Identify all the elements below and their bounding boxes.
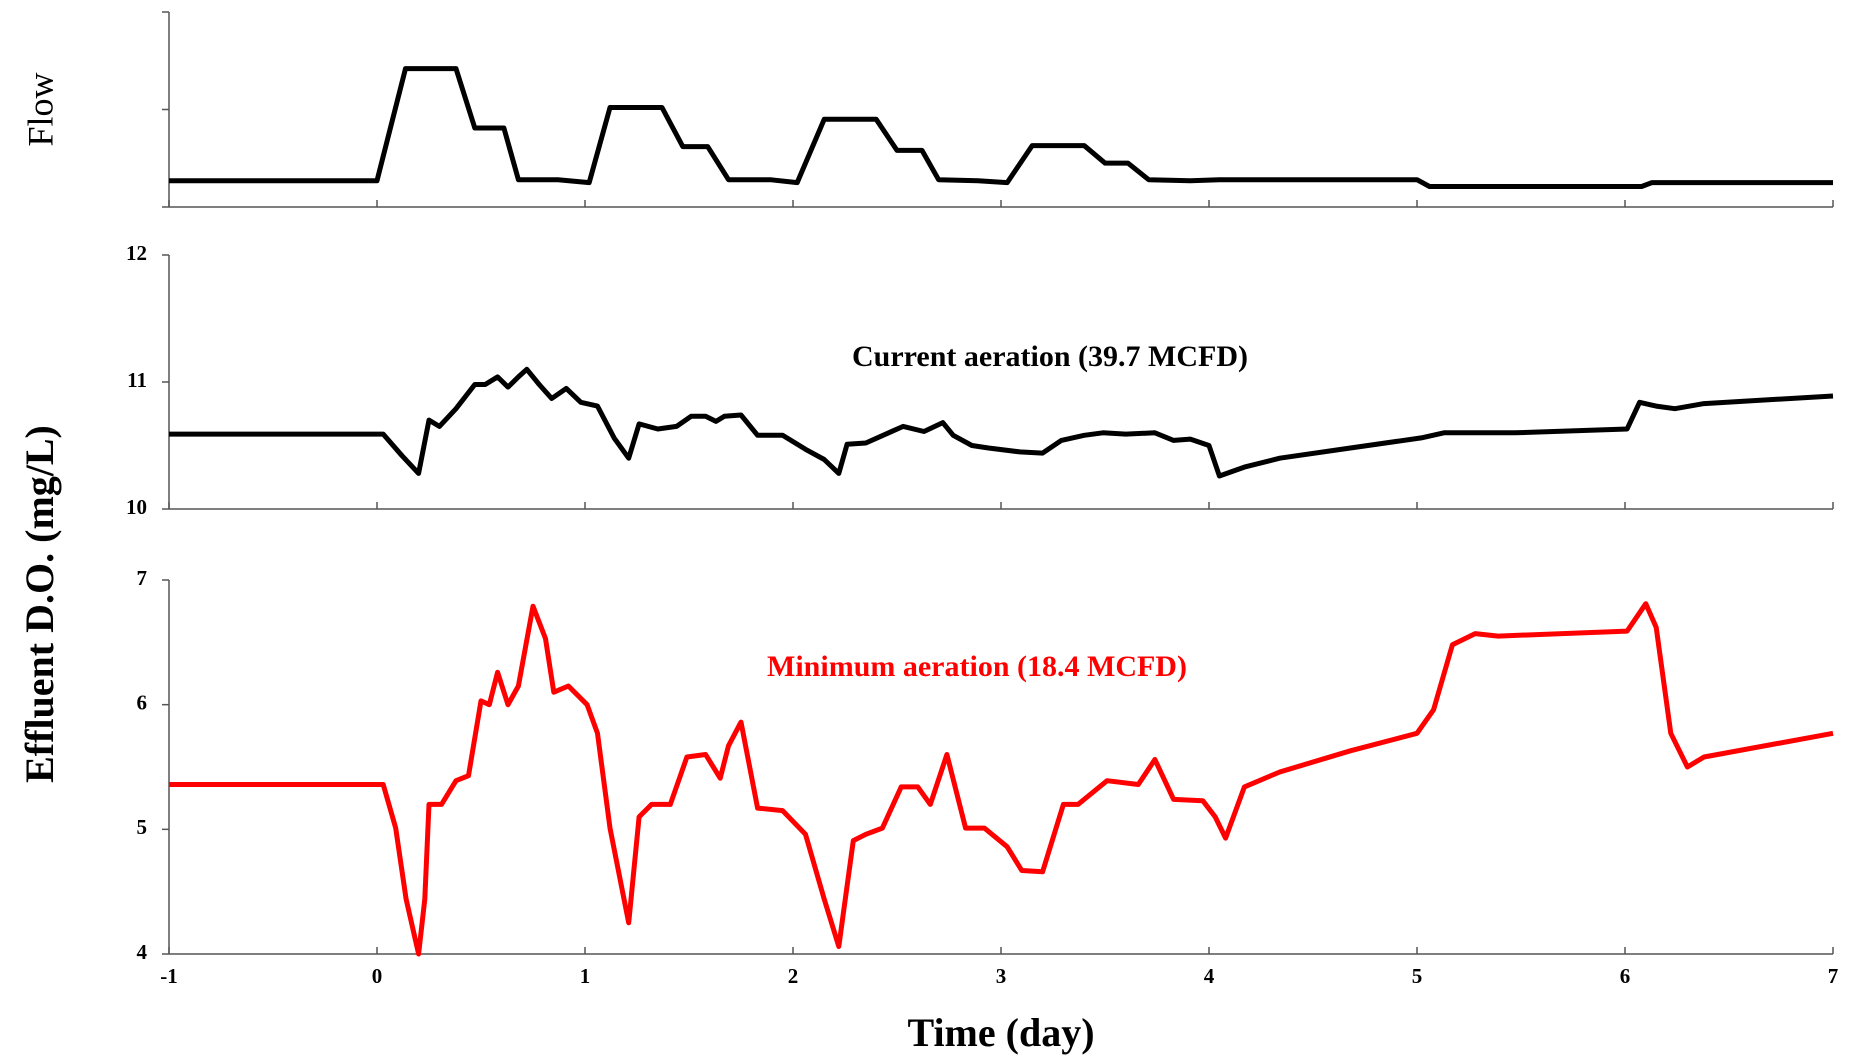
x-label: Time (day): [907, 1010, 1094, 1055]
y-tick-label: 11: [127, 368, 147, 392]
x-tick-label: 3: [996, 964, 1007, 988]
y-tick-label: 10: [126, 495, 147, 519]
annotation: Current aeration (39.7 MCFD): [852, 340, 1248, 373]
y-tick-label: 6: [137, 690, 148, 714]
data-line: [169, 66, 1833, 189]
y-tick-label: 12: [126, 241, 147, 265]
data-line: [169, 366, 1834, 479]
x-tick-label: 0: [372, 964, 383, 988]
y-tick-label: 4: [137, 940, 148, 964]
x-tick-label: 4: [1204, 964, 1215, 988]
annotation: Minimum aeration (18.4 MCFD): [767, 650, 1187, 683]
x-tick-label: 1: [580, 964, 591, 988]
x-tick-label: 7: [1828, 964, 1839, 988]
x-tick-label: 6: [1620, 964, 1631, 988]
x-tick-label: 5: [1412, 964, 1423, 988]
shared-y-label: Effluent D.O. (mg/L): [17, 425, 62, 783]
x-tick-label: -1: [160, 964, 178, 988]
x-tick-label: 2: [788, 964, 799, 988]
y-label: Flow: [20, 72, 60, 146]
y-tick-label: 5: [137, 815, 148, 839]
data-line: [169, 601, 1834, 957]
y-tick-label: 7: [137, 566, 148, 590]
